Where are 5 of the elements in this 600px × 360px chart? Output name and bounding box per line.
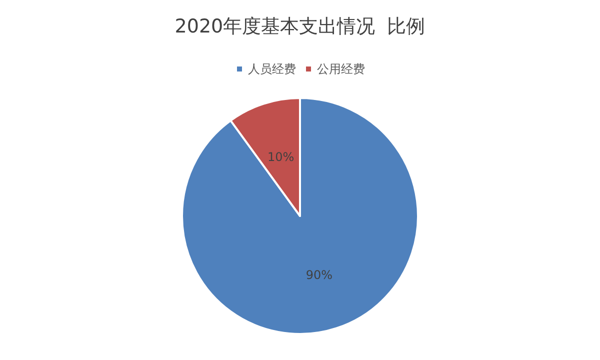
legend-label: 人员经费 [248,62,296,76]
data-label: 10% [268,150,294,164]
chart-title: 2020年度基本支出情况 比例 [174,16,426,38]
legend-label: 公用经费 [317,62,365,76]
data-label: 90% [306,268,332,282]
